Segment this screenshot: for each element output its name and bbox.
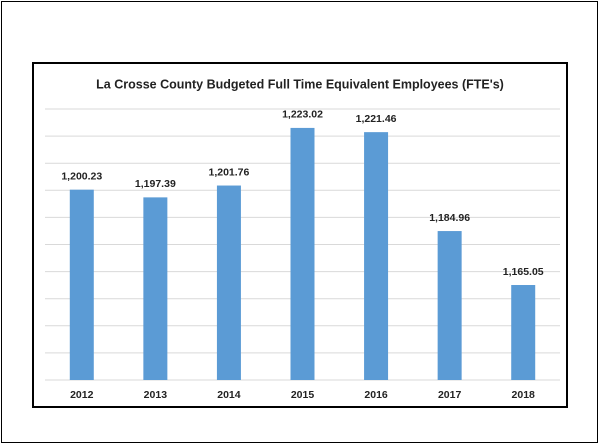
x-tick-label: 2016 (364, 389, 388, 401)
x-tick-label: 2015 (291, 389, 315, 401)
data-label: 1,223.02 (282, 109, 323, 121)
bar (511, 285, 536, 380)
bar (437, 231, 462, 380)
chart-title: La Crosse County Budgeted Full Time Equi… (96, 77, 504, 91)
bar (143, 197, 168, 380)
x-tick-label: 2013 (144, 389, 168, 401)
data-label: 1,165.05 (503, 266, 544, 278)
x-tick-label: 2014 (217, 389, 241, 401)
bar (290, 127, 315, 380)
x-tick-label: 2012 (70, 389, 94, 401)
data-label: 1,197.39 (135, 178, 176, 190)
bar (216, 185, 241, 380)
x-tick-label: 2017 (438, 389, 462, 401)
data-label: 1,221.46 (356, 113, 397, 125)
data-label: 1,201.76 (208, 166, 249, 178)
x-tick-label: 2018 (512, 389, 536, 401)
bar (69, 189, 94, 380)
data-label: 1,200.23 (61, 170, 102, 182)
bar (364, 132, 389, 380)
data-label: 1,184.96 (429, 212, 470, 224)
